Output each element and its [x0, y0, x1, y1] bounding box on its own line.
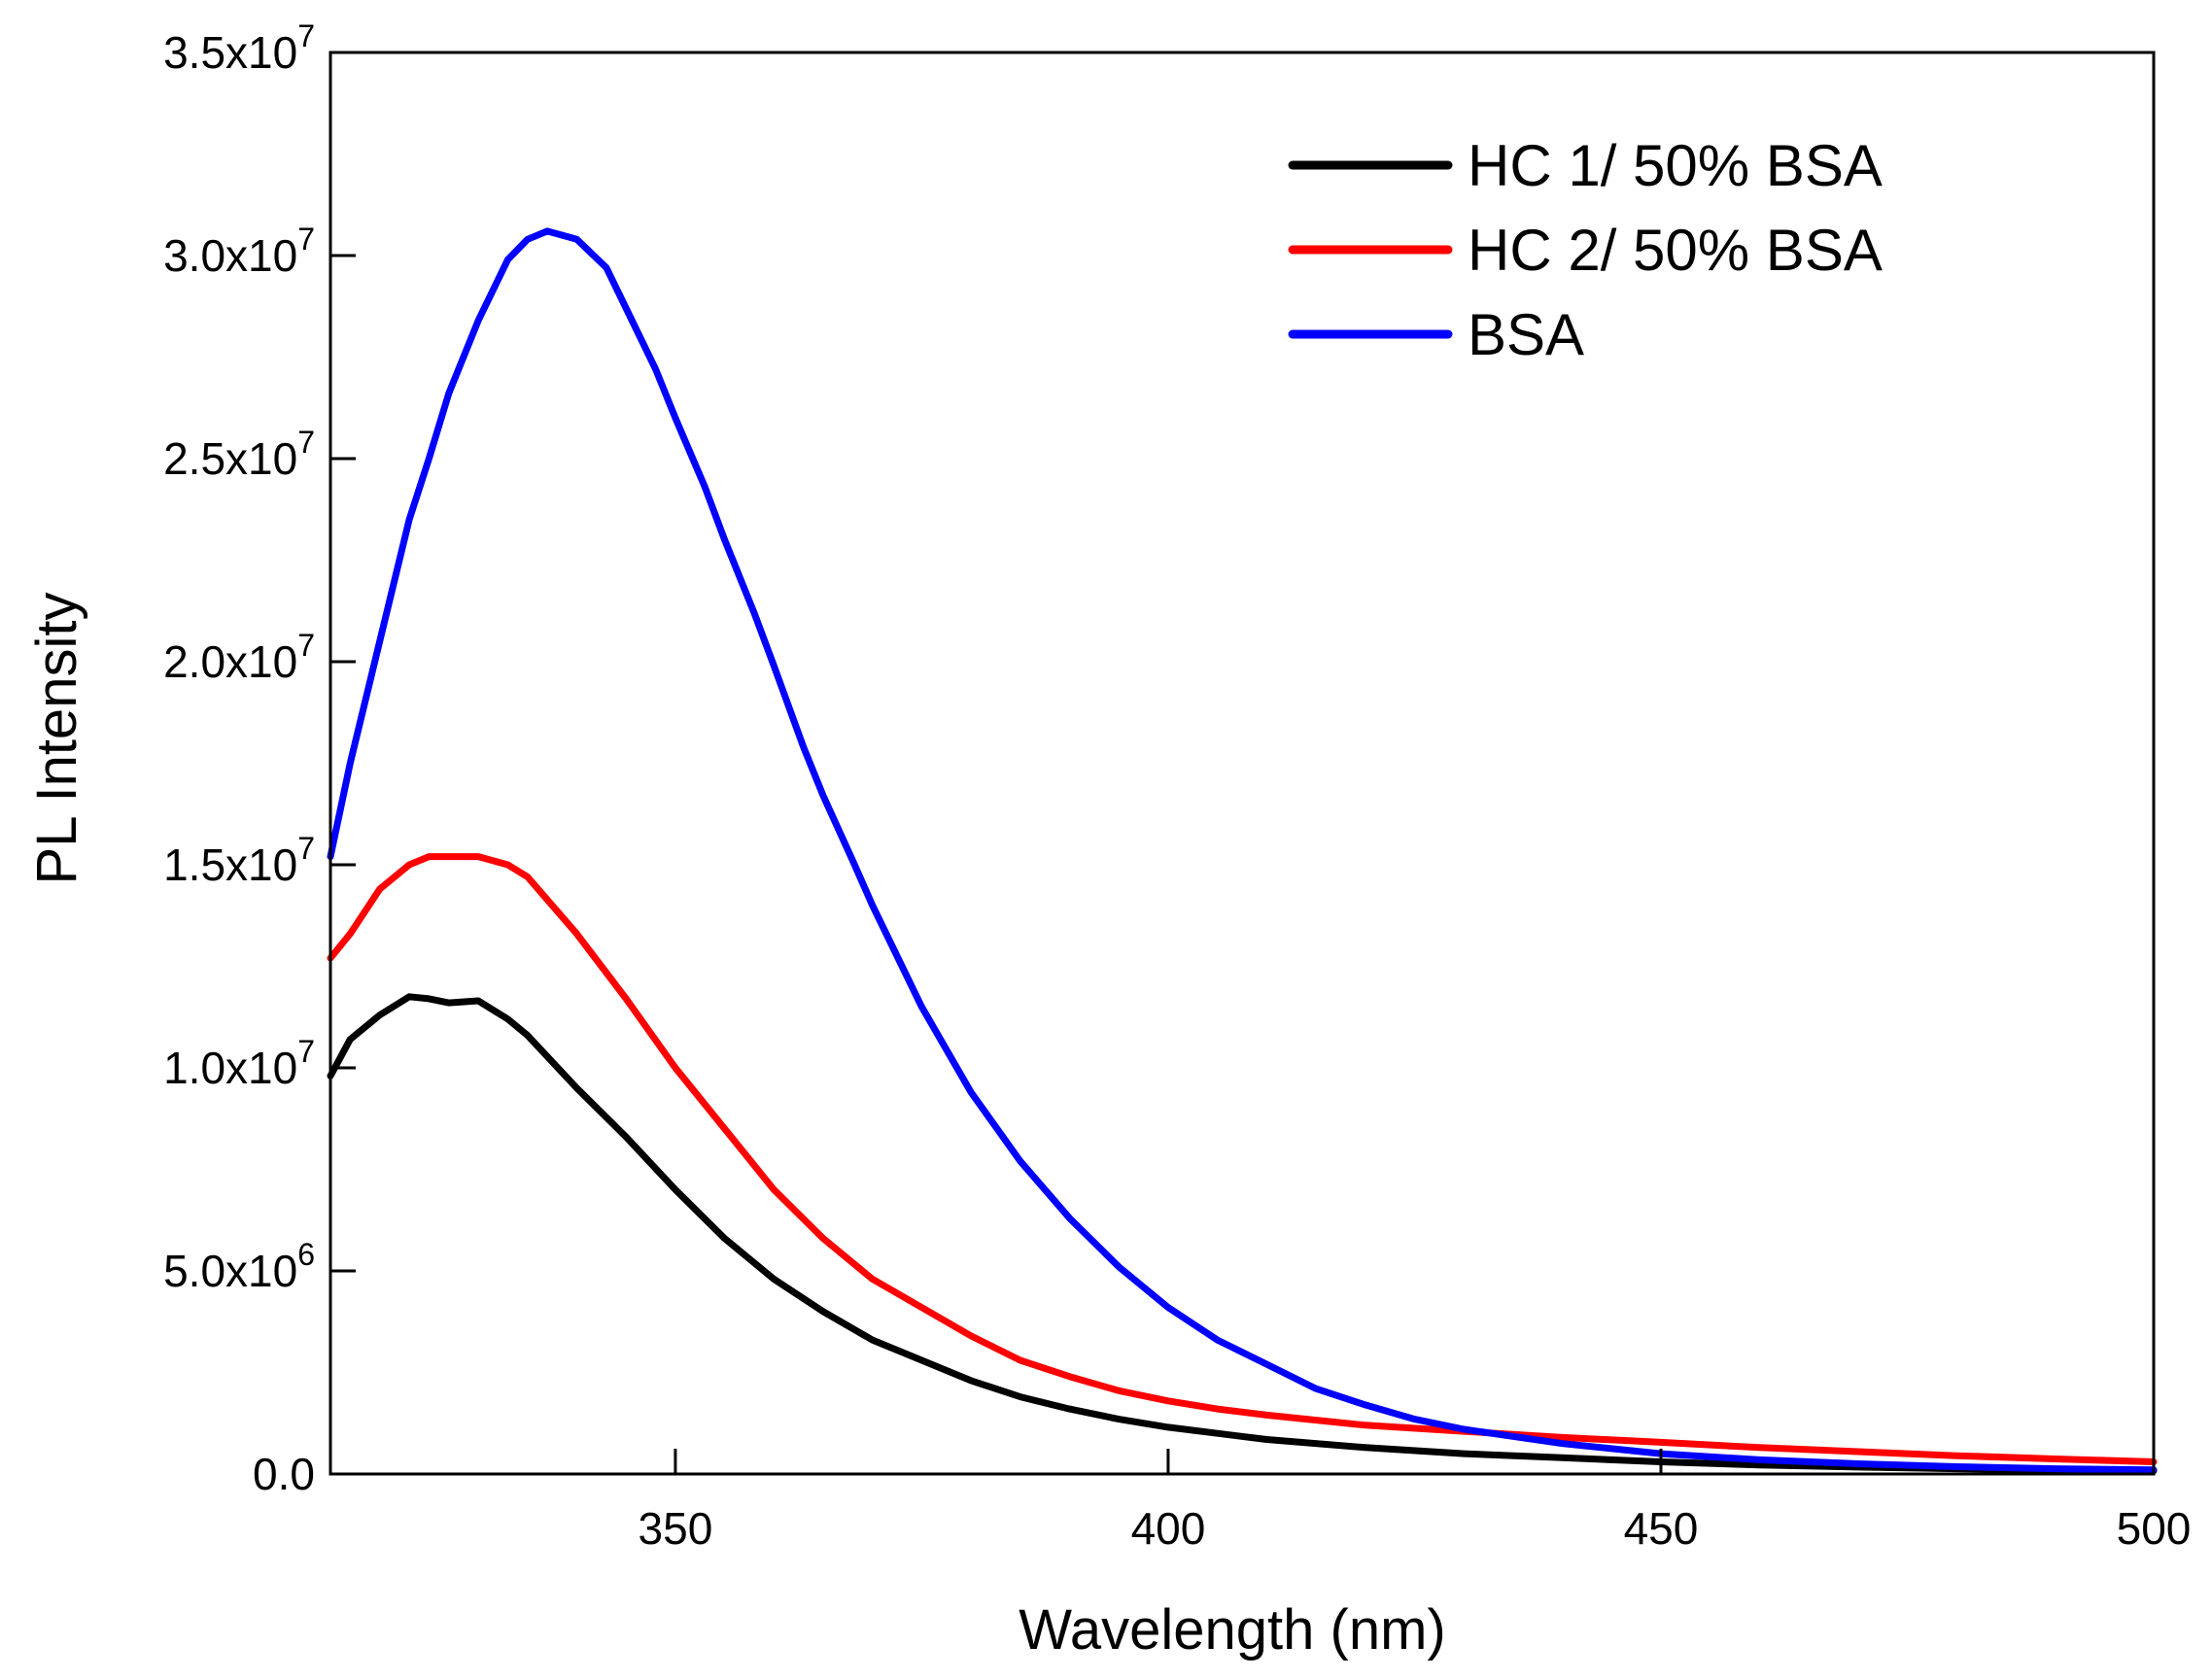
series-layer [327, 227, 2158, 1475]
y-tick-label: 0.0 [253, 1449, 315, 1499]
legend: HC 1/ 50% BSA HC 2/ 50% BSA BSA [1288, 133, 1883, 367]
x-tick-label: 450 [1624, 1503, 1699, 1554]
legend-label-1: HC 1/ 50% BSA [1468, 133, 1883, 198]
x-tick-label: 350 [639, 1503, 713, 1554]
legend-label-2: HC 2/ 50% BSA [1468, 218, 1883, 283]
y-axis: 0.0 5.0x106 1.0x107 1.5x107 2.0x107 2.5x107 3.… [163, 18, 356, 1499]
x-axis-title: Wavelength (nm) [1019, 1598, 1445, 1662]
y-tick-label: 3.5x107 [163, 18, 315, 78]
x-tick-label: 500 [2117, 1503, 2192, 1554]
y-tick-label: 3.0x107 [163, 222, 315, 281]
y-tick-label: 1.0x107 [163, 1034, 315, 1093]
y-tick-label: 2.5x107 [163, 425, 315, 484]
y-tick-label: 2.0x107 [163, 628, 315, 687]
x-tick-label: 400 [1131, 1503, 1206, 1554]
series-line-2 [327, 853, 2158, 1465]
x-axis: 350 400 450 500 [639, 1449, 2192, 1554]
y-tick-label: 5.0x106 [163, 1237, 315, 1296]
y-axis-title: PL Intensity [25, 593, 88, 885]
y-tick-label: 1.5x107 [163, 831, 315, 890]
series-line-3 [327, 227, 2158, 1474]
legend-label-3: BSA [1468, 302, 1584, 367]
plot-frame [328, 51, 2156, 1476]
series-line-1 [327, 993, 2158, 1475]
